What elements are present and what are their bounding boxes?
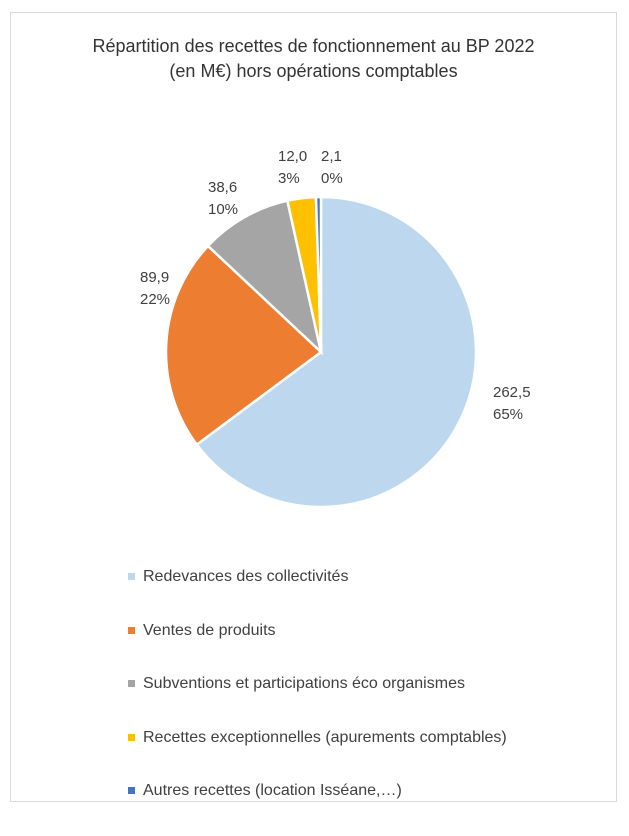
legend-swatch-autres-recettes (128, 787, 135, 794)
data-label-percent-redevances: 65% (493, 406, 523, 423)
data-label-value-ventes: 89,9 (140, 269, 169, 286)
chart-title-line-1: Répartition des recettes de fonctionneme… (92, 36, 535, 56)
legend-item-ventes: Ventes de produits (128, 622, 608, 640)
legend-item-redevances: Redevances des collectivités (128, 568, 608, 586)
legend-swatch-redevances (128, 573, 135, 580)
data-label-value-autres-recettes: 2,1 (321, 148, 342, 165)
data-label-percent-ventes: 22% (140, 291, 170, 308)
data-label-value-recettes-exceptionnelles: 12,0 (278, 148, 307, 165)
pie-slice-ventes (164, 244, 323, 447)
legend-item-subventions: Subventions et participations éco organi… (128, 675, 608, 693)
legend-label-ventes: Ventes de produits (143, 621, 276, 639)
legend-item-autres-recettes: Autres recettes (location Isséane,…) (128, 782, 608, 800)
pie-chart: 262,5 65% 89,9 22% 38,6 10% 12,0 3% 2,1 0% (140, 148, 531, 509)
data-label-percent-autres-recettes: 0% (321, 170, 343, 187)
data-label-percent-recettes-exceptionnelles: 3% (278, 170, 300, 187)
data-label-value-subventions: 38,6 (208, 179, 237, 196)
legend-label-redevances: Redevances des collectivités (143, 568, 349, 585)
chart-title-line-2: (en M€) hors opérations comptables (169, 61, 458, 81)
legend-swatch-recettes-exceptionnelles (128, 733, 135, 741)
legend-swatch-subventions (128, 680, 135, 687)
pie-slice-subventions (206, 199, 324, 356)
legend-item-recettes-exceptionnelles: Recettes exceptionnelles (apurements com… (128, 729, 608, 747)
chart-title: Répartition des recettes de fonctionneme… (10, 34, 617, 84)
data-label-percent-subventions: 10% (208, 201, 238, 218)
legend-label-recettes-exceptionnelles: Recettes exceptionnelles (apurements com… (143, 728, 507, 746)
legend-label-subventions: Subventions et participations éco organi… (143, 675, 465, 692)
legend-swatch-ventes (128, 626, 135, 634)
legend-label-autres-recettes: Autres recettes (location Isséane,…) (143, 782, 402, 799)
data-label-value-redevances: 262,5 (493, 384, 531, 401)
pie-slice-autres-recettes (314, 195, 323, 353)
pie-slice-redevances (195, 195, 478, 509)
legend: Redevances des collectivités Ventes de p… (128, 568, 608, 836)
